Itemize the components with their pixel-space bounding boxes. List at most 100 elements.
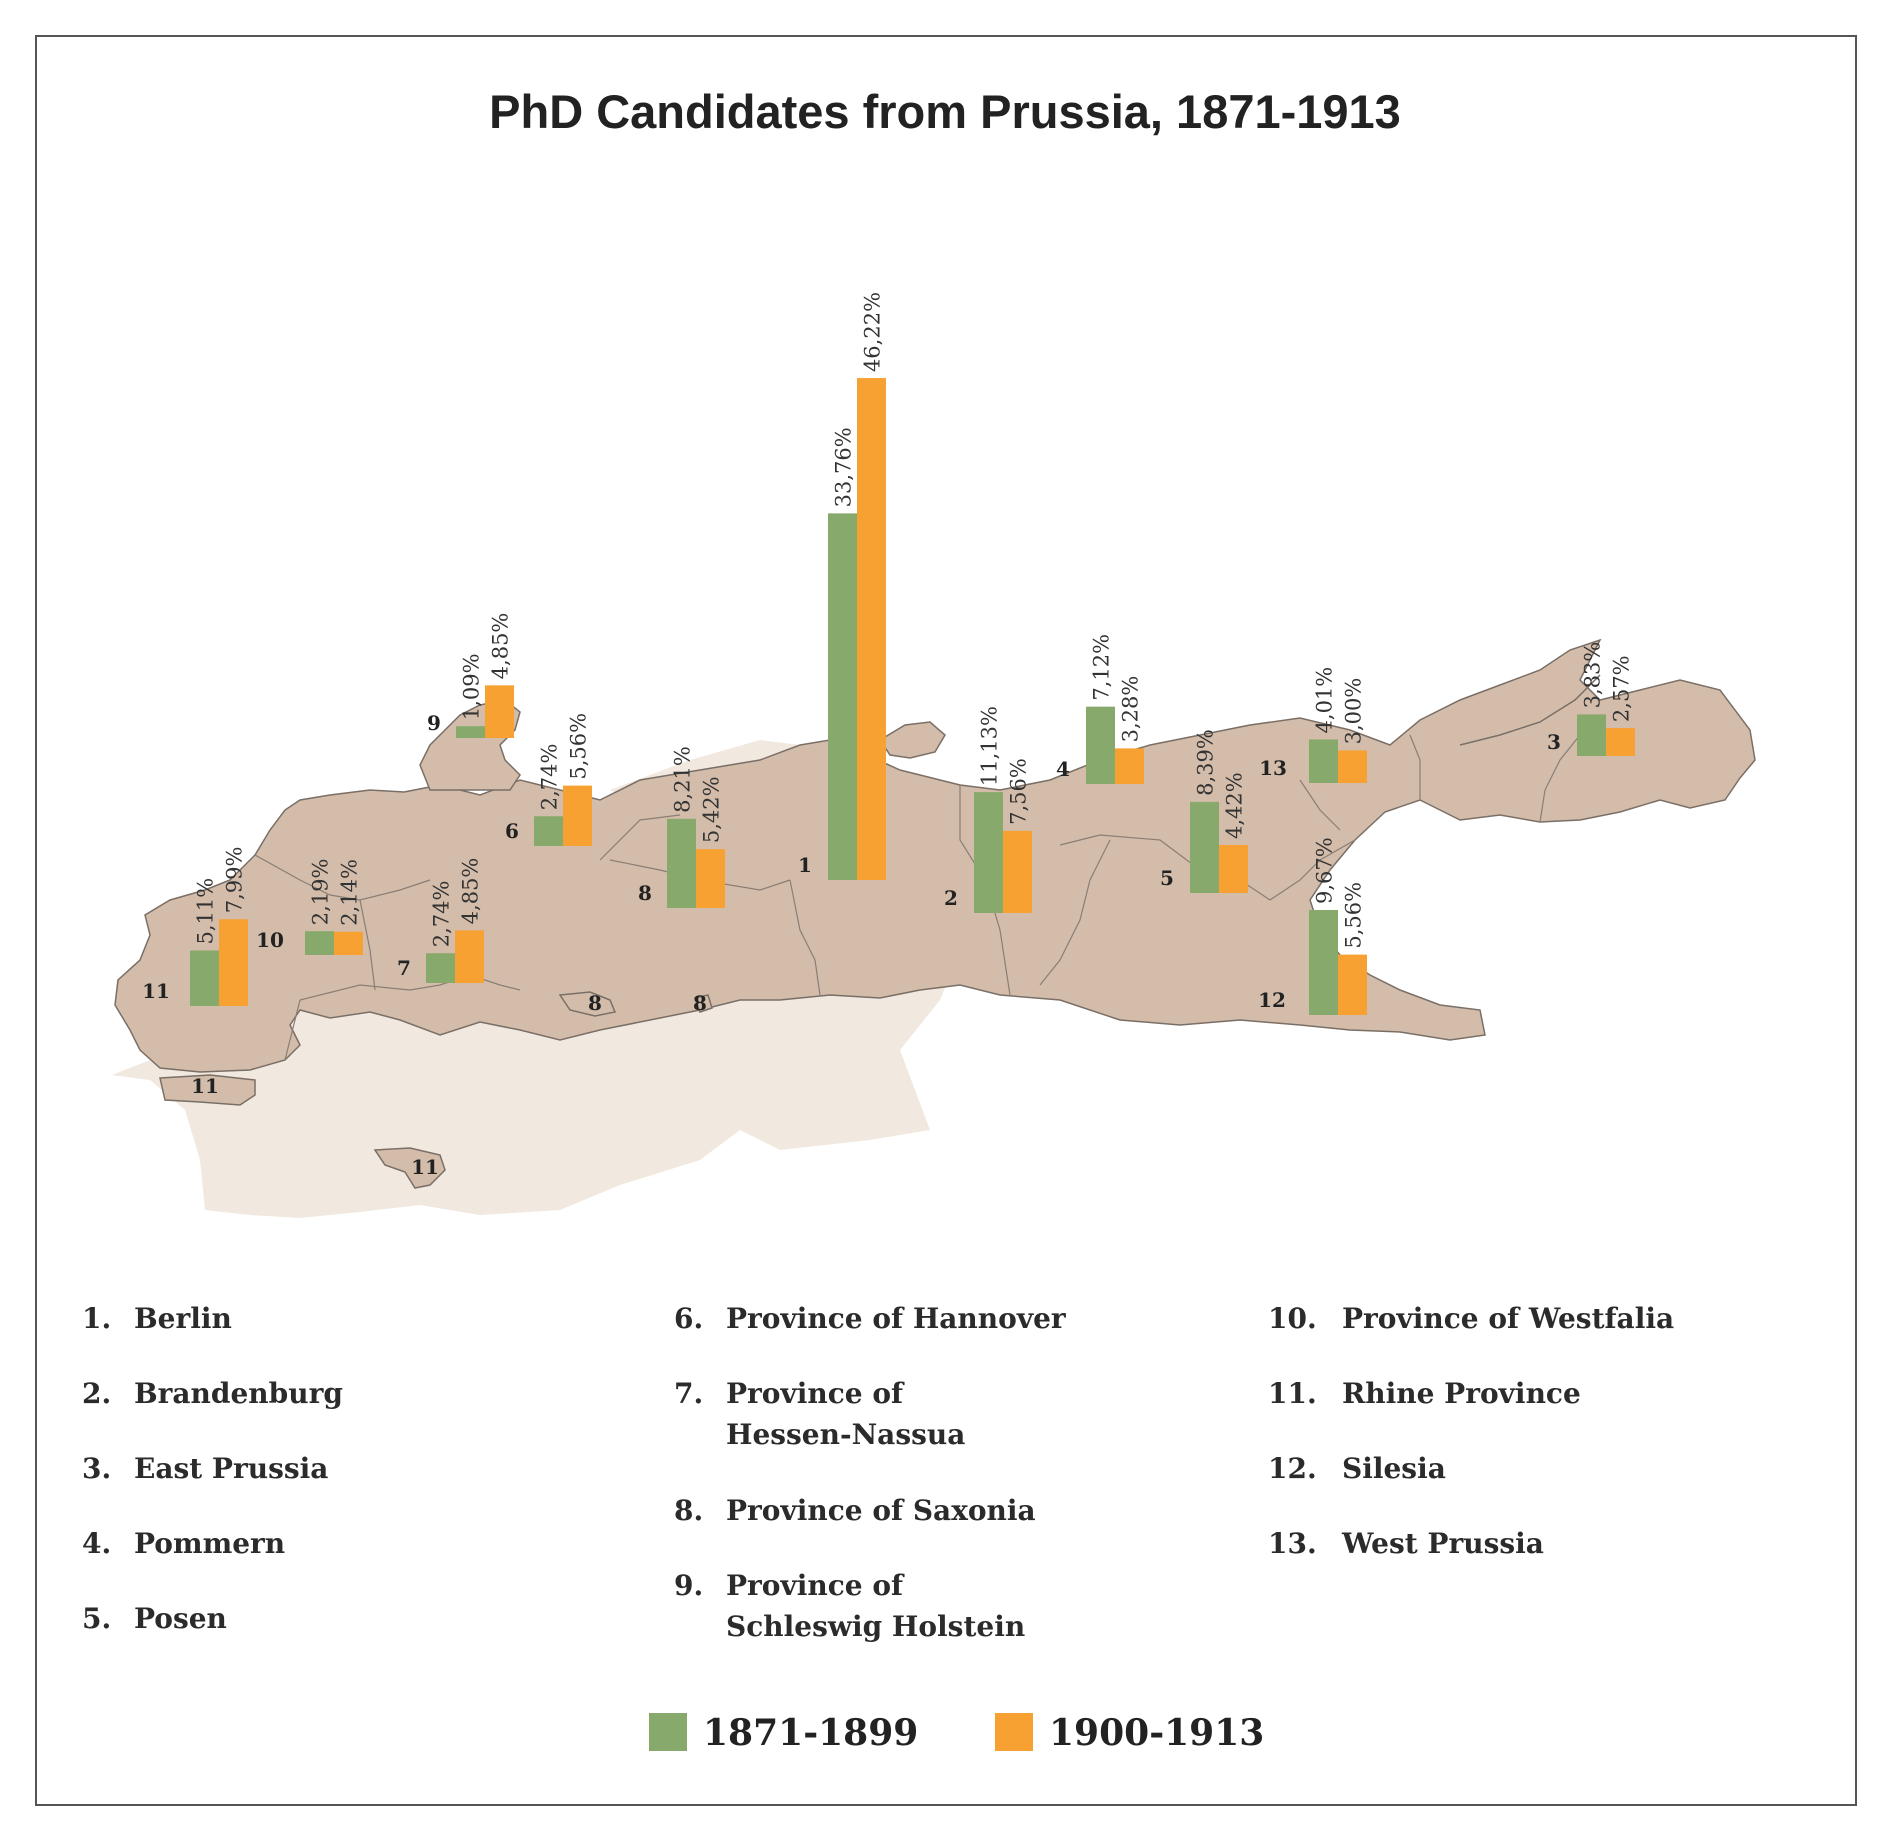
- region-number-label-2: 2: [944, 886, 958, 910]
- bar-value-label-5-1: 8,39%: [1194, 729, 1218, 796]
- bar-value-label-4-2: 3,28%: [1119, 676, 1143, 743]
- bar-12-series-2: [1338, 954, 1367, 1015]
- region-bars-7: 2,74% 4,85% 7: [397, 858, 484, 983]
- region-number-label-8: 8: [638, 881, 652, 905]
- bar-value-label-6-2: 5,56%: [567, 713, 591, 780]
- bar-value-label-1-2: 46,22%: [861, 292, 885, 372]
- region-bars-1: 33,76% 46,22% 1: [798, 292, 886, 880]
- bar-value-label-3-1: 3,83%: [1581, 642, 1605, 709]
- region-legend-name: Province of Hessen-Nassua: [726, 1377, 966, 1451]
- bar-2-series-1: [974, 792, 1003, 913]
- bar-5-series-2: [1219, 844, 1248, 893]
- region-number-label-1: 1: [798, 853, 812, 877]
- bar-10-series-1: [305, 931, 334, 955]
- bar-value-label-12-1: 9,67%: [1313, 837, 1337, 904]
- region-number-label-6: 6: [505, 819, 519, 843]
- region-legend-name: West Prussia: [1342, 1527, 1544, 1560]
- region-legend-name: Pommern: [134, 1527, 286, 1560]
- bar-value-label-8-2: 5,42%: [700, 776, 724, 843]
- region-number-label-3: 3: [1547, 730, 1561, 754]
- saxonia-exclave-1: [558, 991, 617, 1017]
- region-legend-name: Province of Hannover: [726, 1302, 1066, 1335]
- region-number-label-7: 7: [397, 956, 411, 980]
- rhine-enclave-2: [373, 1147, 446, 1189]
- region-number-label-4: 4: [1056, 757, 1070, 781]
- bar-1-series-1: [828, 513, 857, 880]
- region-legend-number: 9.: [674, 1569, 704, 1602]
- bar-value-label-8-1: 8,21%: [671, 746, 695, 813]
- bar-4-series-2: [1115, 748, 1144, 784]
- bar-value-label-10-2: 2,14%: [338, 859, 362, 926]
- region-legend-name: Province of Saxonia: [726, 1494, 1036, 1527]
- bar-value-label-10-1: 2,19%: [309, 858, 333, 925]
- region-legend-name: Province of Schleswig Holstein: [726, 1569, 1026, 1643]
- period-1-label: 1871-1899: [703, 1712, 919, 1754]
- period-2-swatch: [995, 1713, 1033, 1751]
- exclave-label-2: 8: [693, 991, 707, 1015]
- bar-6-series-1: [534, 816, 563, 846]
- bar-5-series-1: [1190, 801, 1219, 893]
- region-bars-4: 7,12%3,28% 4: [1056, 634, 1144, 784]
- bar-4-series-1: [1086, 706, 1115, 784]
- region-bars-10: 2,19% 2,14% 10: [256, 858, 363, 955]
- saxonia-exclave-2: [694, 994, 713, 1013]
- region-legend-number: 6.: [674, 1302, 704, 1335]
- bar-value-label-1-1: 33,76%: [832, 427, 856, 507]
- region-bars-6: 2,74% 5,56% 6: [505, 713, 592, 846]
- region-bars-12: 9,67%5,56% 12: [1258, 837, 1367, 1015]
- map-layer: [112, 638, 1756, 1218]
- region-legend-name: Silesia: [1342, 1452, 1446, 1485]
- bar-value-label-13-2: 3,00%: [1342, 678, 1366, 745]
- chart-title: PhD Candidates from Prussia, 1871-1913: [489, 85, 1401, 138]
- bar-3-series-2: [1606, 728, 1635, 756]
- bar-2-series-2: [1003, 830, 1032, 913]
- bar-value-label-9-2: 4,85%: [489, 613, 513, 680]
- bar-value-label-9-1: 1,09%: [460, 653, 484, 720]
- rhine-enclave-1: [159, 1074, 256, 1106]
- region-legend-number: 10.: [1268, 1302, 1317, 1335]
- region-legend-number: 2.: [82, 1377, 112, 1410]
- bar-8-series-1: [667, 818, 696, 908]
- bar-value-label-2-1: 11,13%: [978, 706, 1002, 786]
- bar-value-label-7-1: 2,74%: [430, 881, 454, 948]
- bar-11-series-1: [190, 950, 219, 1006]
- east-prussia-spit: [1459, 674, 1601, 746]
- exclave-label-3: 11: [191, 1074, 219, 1098]
- region-number-label-10: 10: [256, 928, 284, 952]
- region-legend-name: Berlin: [134, 1302, 232, 1335]
- region-legend-number: 12.: [1268, 1452, 1317, 1485]
- bar-7-series-1: [426, 953, 455, 983]
- region-legend-name: Rhine Province: [1342, 1377, 1581, 1410]
- bar-value-label-3-2: 2,57%: [1610, 655, 1634, 722]
- region-legend-name: East Prussia: [134, 1452, 329, 1485]
- exclave-label-1: 8: [588, 991, 602, 1015]
- region-legend-number: 8.: [674, 1494, 704, 1527]
- region-number-label-9: 9: [427, 711, 441, 735]
- bar-10-series-2: [334, 931, 363, 955]
- region-bars-3: 3,83% 2,57% 3: [1547, 642, 1635, 756]
- bar-value-label-11-1: 5,11%: [194, 878, 218, 945]
- region-bars-9: 1,09%4,85% 9: [427, 613, 514, 738]
- bar-value-label-12-2: 5,56%: [1342, 882, 1366, 949]
- region-number-label-5: 5: [1160, 866, 1174, 890]
- region-legend-number: 13.: [1268, 1527, 1317, 1560]
- period-1-swatch: [649, 1713, 687, 1751]
- bar-13-series-2: [1338, 750, 1367, 783]
- bar-9-series-2: [485, 685, 514, 738]
- region-bars-13: 4,01% 3,00% 13: [1259, 667, 1367, 783]
- region-legend-name: Brandenburg: [134, 1377, 343, 1410]
- bar-6-series-2: [563, 785, 592, 846]
- region-legend-number: 5.: [82, 1602, 112, 1635]
- region-legend-name: Province of Westfalia: [1342, 1302, 1675, 1335]
- region-number-label-11: 11: [142, 979, 170, 1003]
- bar-11-series-2: [219, 919, 248, 1006]
- region-bars-5: 8,39%4,42% 5: [1160, 729, 1248, 893]
- region-number-label-12: 12: [1258, 988, 1286, 1012]
- region-legend-name: Posen: [134, 1602, 227, 1635]
- bar-8-series-2: [696, 849, 725, 908]
- region-bars-11: 5,11% 7,99% 11: [142, 847, 248, 1006]
- bar-12-series-1: [1309, 909, 1338, 1015]
- bar-value-label-13-1: 4,01%: [1313, 667, 1337, 734]
- region-legend-number: 7.: [674, 1377, 704, 1410]
